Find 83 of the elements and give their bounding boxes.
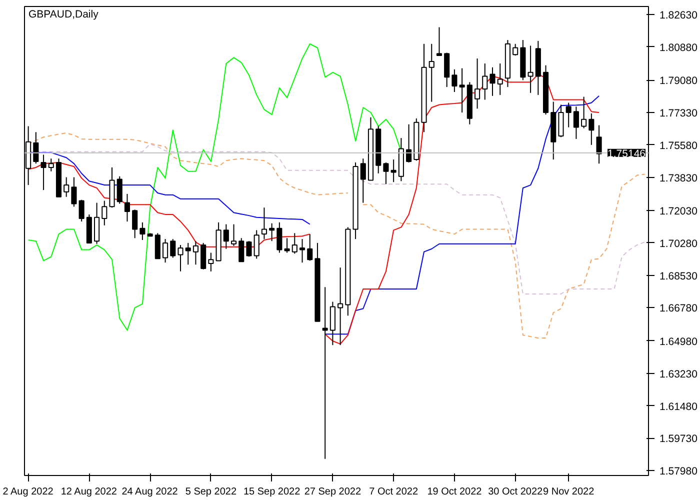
y-tick-label: 1.57980 [660,466,698,478]
candlestick [154,232,160,260]
candlestick [200,242,206,270]
x-tick-label: 5 Sep 2022 [185,486,237,498]
candlestick [490,66,496,96]
candlestick [444,52,450,88]
y-tick-label: 1.80880 [660,42,698,54]
y-tick-label: 1.82630 [660,9,698,22]
candlestick [208,252,214,272]
y-tick-label: 1.64980 [660,336,698,348]
candlestick [322,286,328,460]
candlestick [48,158,54,172]
candlestick [78,199,84,222]
candlestick [230,224,237,246]
candlestick [428,43,434,102]
candlestick [588,112,594,146]
candlestick [292,232,298,254]
candlestick [558,104,564,138]
candlestick [33,132,39,164]
y-tick-label: 1.66780 [660,302,698,315]
candlestick [330,301,336,346]
y-tick-label: 1.72030 [660,206,698,218]
chart-title: GBPAUD,Daily [28,8,100,20]
y-tick-label: 1.79080 [660,75,698,88]
candlestick [223,224,229,250]
y-tick-label: 1.63230 [660,368,698,380]
candlestick [178,244,184,272]
candlestick [192,240,198,266]
candlestick [596,124,602,164]
candlestick [452,68,458,92]
x-tick-label: 7 Oct 2022 [369,486,418,498]
candlestick [338,267,344,346]
y-tick-label: 1.70280 [660,238,698,250]
x-tick-label: 2 Aug 2022 [2,486,54,498]
candlestick [140,222,146,240]
candlestick [284,238,290,254]
ref-line-label: 1.75146 [608,148,646,160]
y-tick-label: 1.61480 [660,400,698,413]
candlestick [360,158,366,204]
candlestick [71,176,77,208]
candlestick [436,26,442,56]
candlestick [102,200,108,226]
candlestick [238,238,244,262]
candlestick [573,106,579,140]
candlestick [261,207,267,240]
candlestick [566,102,572,128]
candlestick [132,209,138,239]
candlestick [170,238,176,258]
y-tick-label: 1.73830 [660,172,698,184]
candlestick [254,230,260,260]
candlestick [162,238,168,264]
candlestick [276,222,282,254]
x-tick-label: 27 Sep 2022 [304,486,362,498]
candlestick [116,176,122,204]
candlestick [497,62,503,96]
candlestick [246,240,252,258]
candlestick [528,45,534,94]
candlestick [307,234,313,262]
y-tick-label: 1.68530 [660,270,698,282]
candlestick [581,96,587,129]
candlestick [40,154,46,191]
x-tick-label: 19 Oct 2022 [427,486,482,498]
x-tick-label: 24 Aug 2022 [122,486,178,498]
candlestick [124,193,130,222]
candlestick [383,162,389,185]
y-tick-label: 1.77330 [660,108,698,120]
x-tick-label: 9 Nov 2022 [543,486,595,498]
candlestick [390,159,396,183]
candlestick [64,176,70,198]
y-tick-label: 1.59730 [660,433,698,446]
candlestick [482,62,488,100]
y-tick-label: 1.75580 [660,140,698,152]
candlestick [94,202,100,244]
candlestick [185,242,191,266]
candlestick [299,238,306,264]
x-tick-label: 30 Oct 2022 [488,486,544,498]
candlestick [474,58,480,110]
x-tick-label: 12 Aug 2022 [60,486,118,498]
candlestick [406,124,412,163]
candlestick [269,222,275,242]
candlestick [512,43,518,56]
candlestick [459,68,465,114]
x-tick-label: 15 Sep 2022 [243,486,301,498]
